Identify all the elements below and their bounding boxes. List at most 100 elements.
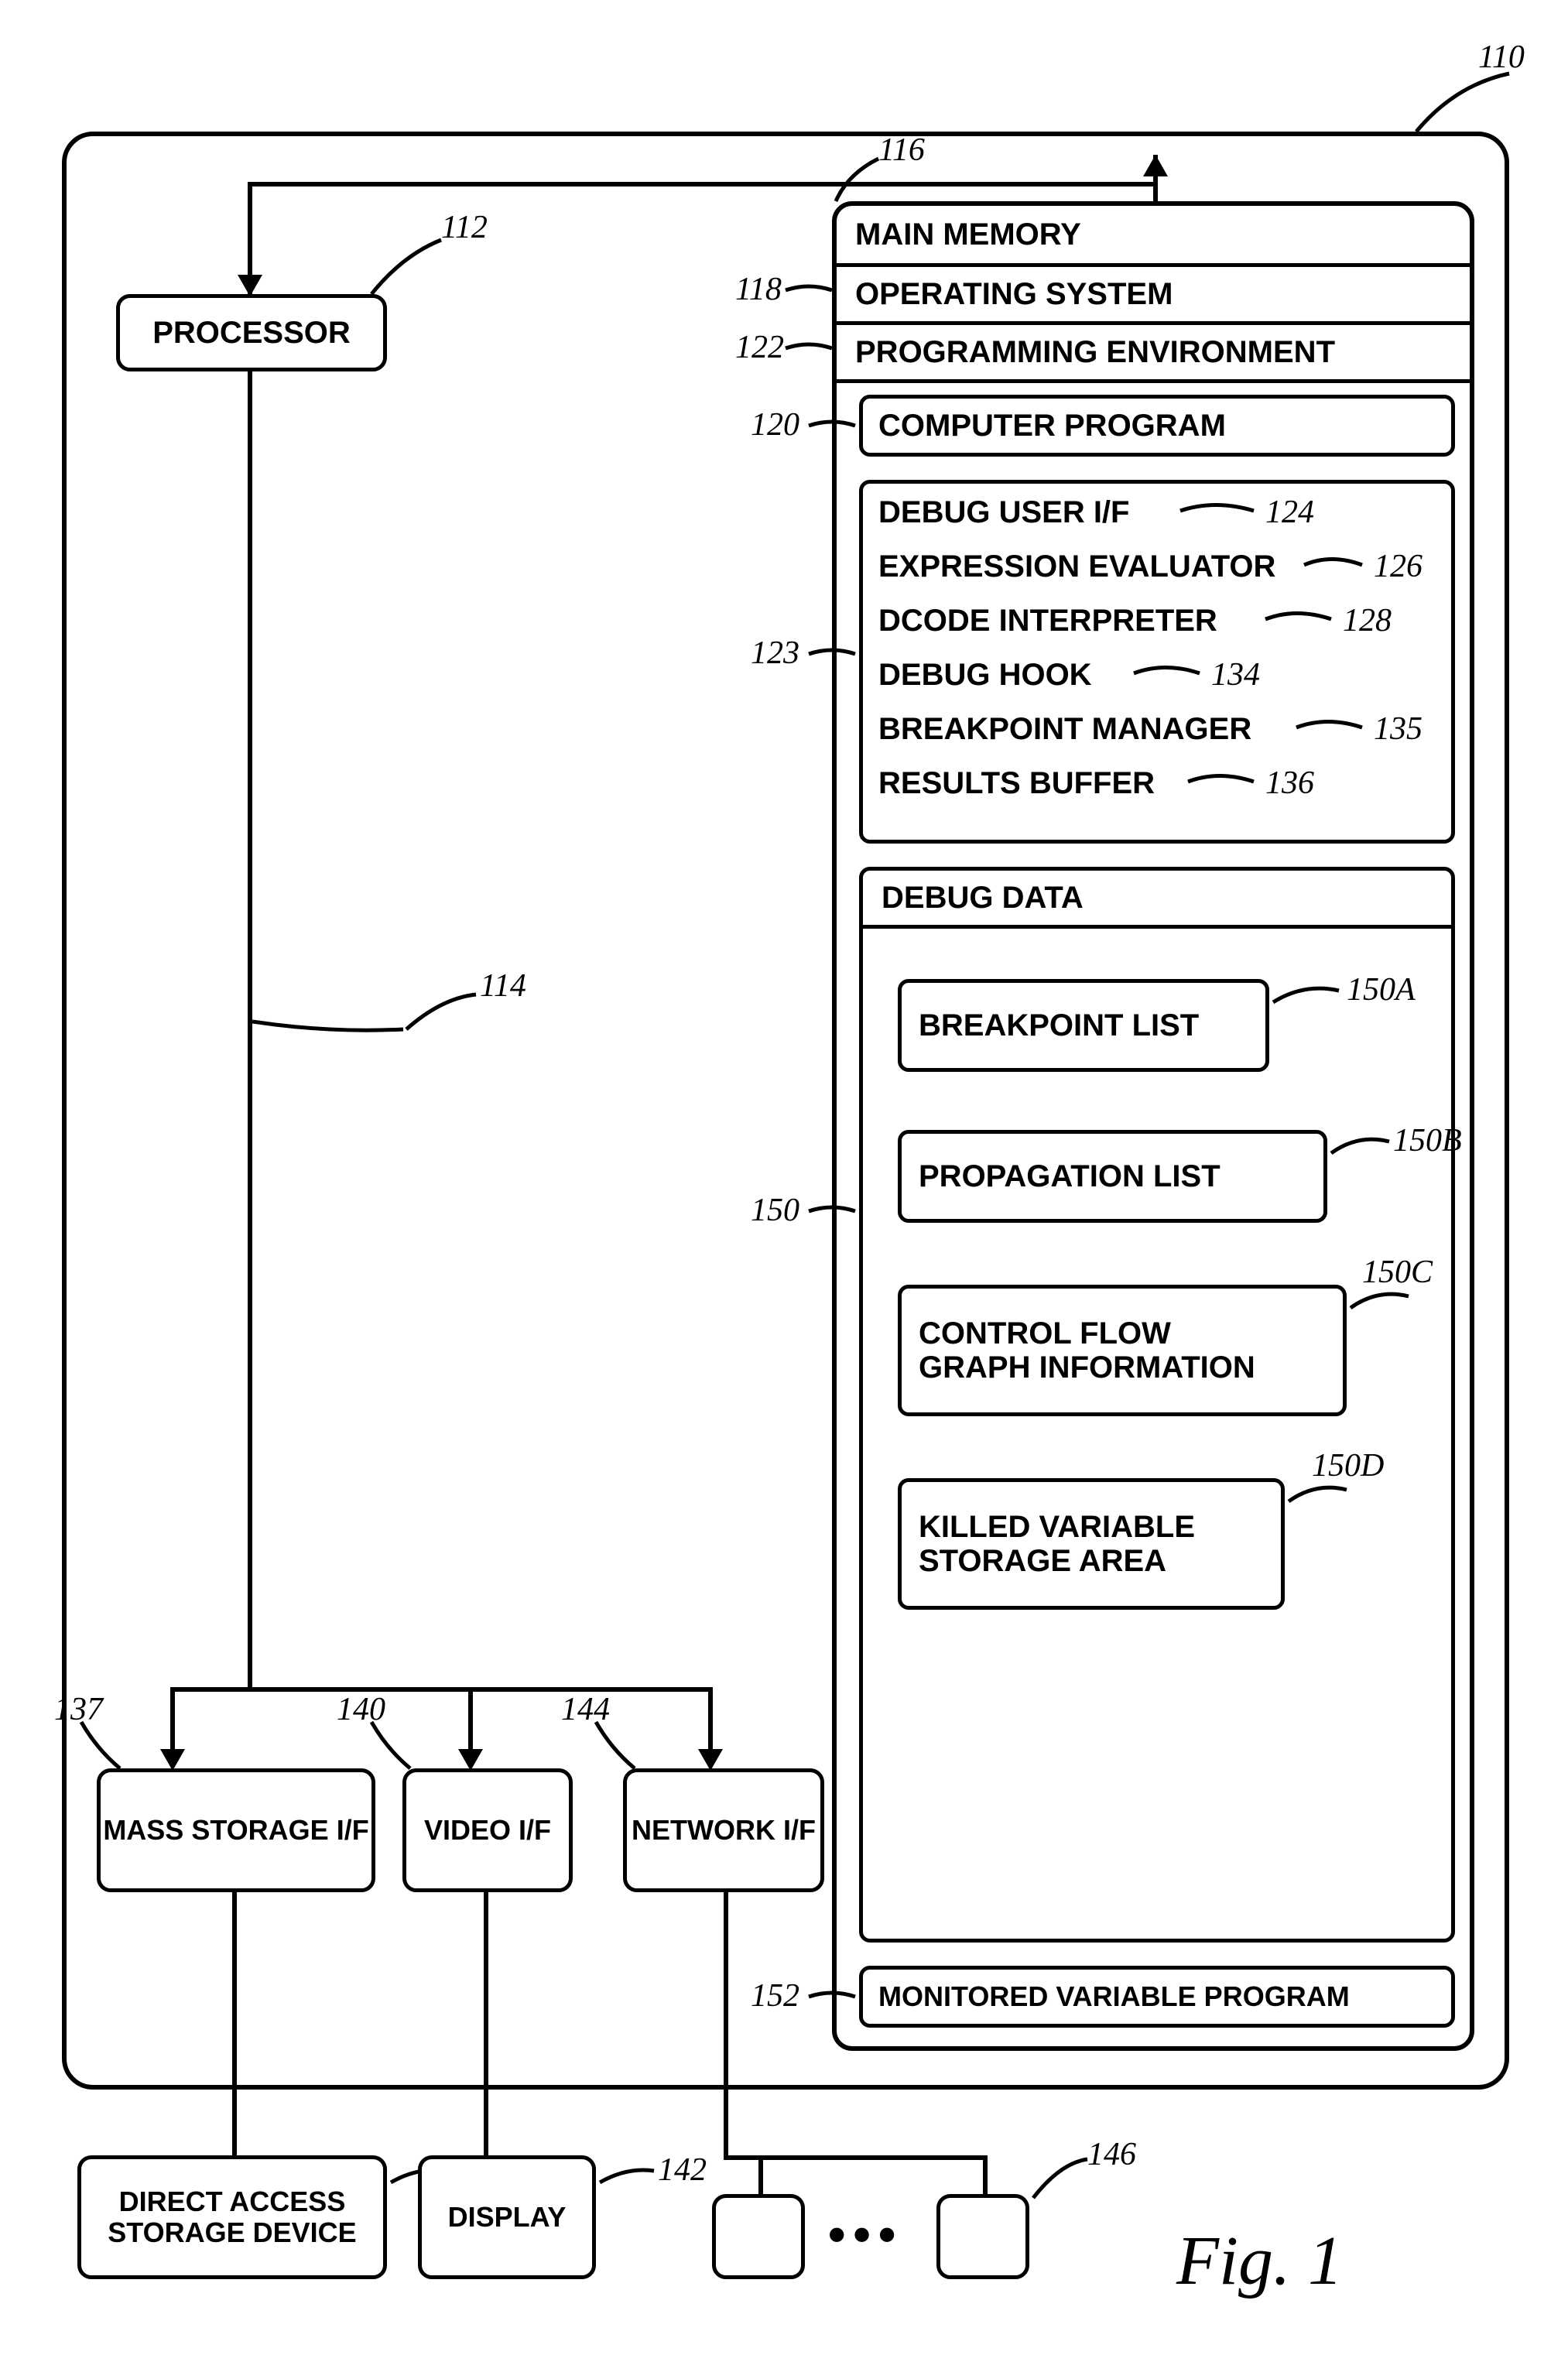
expr-eval-label: EXPRESSION EVALUATOR [878,549,1275,584]
mon-var-label: MONITORED VARIABLE PROGRAM [878,1981,1350,2012]
ref-128: 128 [1343,602,1392,639]
system-diagram: 110 PROCESSOR 112 MAIN MEMORY OPERATING … [31,31,1537,2348]
dcode-label: DCODE INTERPRETER [878,604,1217,638]
leader-142 [596,2163,658,2194]
drop-video [468,1687,473,1757]
ref-150: 150 [751,1192,799,1229]
prog-env-label: PROGRAMMING ENVIRONMENT [855,335,1335,370]
net-drop2 [983,2155,988,2194]
dasd-box: DIRECT ACCESS STORAGE DEVICE [77,2155,387,2279]
ref-124: 124 [1265,494,1314,531]
os-row: OPERATING SYSTEM [837,267,1470,321]
leader-122 [782,337,836,360]
leader-126 [1300,549,1370,580]
ref-144: 144 [561,1691,610,1728]
breakpoint-list-label: BREAKPOINT LIST [919,1008,1199,1042]
prog-env-row: PROGRAMMING ENVIRONMENT [837,325,1470,379]
propagation-list-box: PROPAGATION LIST [898,1130,1327,1223]
ref-150a: 150A [1347,971,1416,1008]
ref-140: 140 [337,1691,385,1728]
ref-146: 146 [1087,2136,1136,2173]
leader-150a [1269,979,1347,1010]
breakpoint-list-box: BREAKPOINT LIST [898,979,1269,1072]
drop-mass [170,1687,175,1757]
processor-box: PROCESSOR [116,294,387,371]
video-if-label: VIDEO I/F [424,1815,551,1846]
ref-112: 112 [441,209,488,246]
bp-mgr-row: BREAKPOINT MANAGER [878,712,1251,747]
ref-122: 122 [735,329,784,366]
net-if-label: NETWORK I/F [632,1815,816,1846]
ref-110: 110 [1478,39,1525,76]
arrow-net [698,1749,723,1771]
display-label: DISPLAY [448,2202,567,2233]
sep-3 [837,379,1470,383]
net-drop1 [758,2155,763,2194]
cfg-label: CONTROL FLOW GRAPH INFORMATION [919,1316,1255,1385]
ref-152: 152 [751,1977,799,2014]
dcode-row: DCODE INTERPRETER [878,604,1217,638]
results-row: RESULTS BUFFER [878,766,1155,801]
debug-hook-label: DEBUG HOOK [878,658,1092,692]
ref-137: 137 [54,1691,103,1728]
computer-program-label: COMPUTER PROGRAM [878,409,1226,443]
net-dots: ••• [828,2206,903,2263]
ref-114: 114 [480,967,526,1005]
leader-134 [1130,658,1207,689]
bp-mgr-label: BREAKPOINT MANAGER [878,712,1251,746]
arrow-proc [238,275,262,296]
leader-124 [1176,495,1262,526]
killed-box: KILLED VARIABLE STORAGE AREA [898,1478,1285,1610]
mass-if-box: MASS STORAGE I/F [97,1768,375,1892]
leader-152 [805,1985,859,2008]
display-box: DISPLAY [418,2155,596,2279]
main-memory-title: MAIN MEMORY [855,217,1081,252]
net-node-1 [712,2194,805,2279]
main-memory-title-row: MAIN MEMORY [837,206,1470,263]
leader-123 [805,642,859,666]
figure-label: Fig. 1 [1176,2221,1343,2301]
results-label: RESULTS BUFFER [878,766,1155,800]
leader-114 [402,991,480,1037]
mass-if-label: MASS STORAGE I/F [103,1815,368,1846]
ref-150d: 150D [1312,1447,1384,1484]
out-net [724,1892,728,2155]
ref-142: 142 [658,2151,707,2189]
ref-120: 120 [751,406,799,443]
arrow-mass [160,1749,185,1771]
cfg-box: CONTROL FLOW GRAPH INFORMATION [898,1285,1347,1416]
killed-label: KILLED VARIABLE STORAGE AREA [919,1510,1195,1578]
dasd-label: DIRECT ACCESS STORAGE DEVICE [108,2186,356,2247]
leader-114b [252,1018,407,1041]
ref-150b: 150B [1393,1122,1462,1159]
leader-135 [1292,712,1370,743]
net-node-2 [936,2194,1029,2279]
arrow-mem-up [1143,155,1168,176]
ref-134: 134 [1211,656,1260,693]
computer-program-box: COMPUTER PROGRAM [859,395,1455,457]
leader-128 [1262,604,1339,635]
bus-mid-h [170,1687,712,1692]
expr-eval-row: EXPRESSION EVALUATOR [878,549,1275,584]
ref-116: 116 [878,132,925,169]
leader-150 [805,1200,859,1223]
bus-top [248,182,1153,187]
net-h [724,2155,987,2160]
debug-ui-row: DEBUG USER I/F [878,495,1129,530]
leader-112 [364,232,449,302]
ref-123: 123 [751,635,799,672]
net-if-box: NETWORK I/F [623,1768,824,1892]
out-video [484,1892,488,2155]
leader-118 [782,279,836,302]
leader-150b [1327,1130,1397,1161]
ref-135: 135 [1374,710,1422,748]
mon-var-box: MONITORED VARIABLE PROGRAM [859,1966,1455,2028]
processor-label: PROCESSOR [152,316,351,350]
propagation-list-label: PROPAGATION LIST [919,1159,1221,1193]
bus-mem-stub [1153,182,1158,187]
video-if-box: VIDEO I/F [402,1768,573,1892]
out-mass [232,1892,237,2155]
ref-126: 126 [1374,548,1422,585]
drop-net [708,1687,713,1757]
debug-data-label: DEBUG DATA [882,881,1084,916]
